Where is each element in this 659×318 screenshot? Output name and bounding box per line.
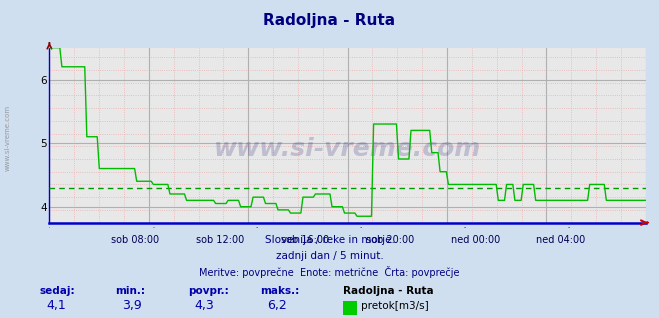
Text: 6,2: 6,2	[267, 300, 287, 312]
Text: 4,3: 4,3	[194, 300, 214, 312]
Text: www.si-vreme.com: www.si-vreme.com	[214, 137, 481, 161]
Text: sob 08:00: sob 08:00	[111, 235, 159, 245]
Text: sedaj:: sedaj:	[40, 286, 75, 296]
Text: ned 04:00: ned 04:00	[536, 235, 585, 245]
Text: 4,1: 4,1	[46, 300, 66, 312]
Text: ned 00:00: ned 00:00	[451, 235, 500, 245]
Text: www.si-vreme.com: www.si-vreme.com	[5, 105, 11, 171]
Text: Slovenija / reke in morje.: Slovenija / reke in morje.	[264, 235, 395, 245]
Text: maks.:: maks.:	[260, 286, 300, 296]
Text: zadnji dan / 5 minut.: zadnji dan / 5 minut.	[275, 251, 384, 261]
Text: pretok[m3/s]: pretok[m3/s]	[361, 301, 429, 311]
Text: 3,9: 3,9	[122, 300, 142, 312]
Text: Radoljna - Ruta: Radoljna - Ruta	[264, 13, 395, 28]
Text: povpr.:: povpr.:	[188, 286, 229, 296]
Text: min.:: min.:	[115, 286, 146, 296]
Text: Radoljna - Ruta: Radoljna - Ruta	[343, 286, 434, 296]
Text: Meritve: povprečne  Enote: metrične  Črta: povprečje: Meritve: povprečne Enote: metrične Črta:…	[199, 266, 460, 278]
Text: sob 16:00: sob 16:00	[281, 235, 329, 245]
Text: sob 20:00: sob 20:00	[366, 235, 415, 245]
Text: sob 12:00: sob 12:00	[196, 235, 244, 245]
